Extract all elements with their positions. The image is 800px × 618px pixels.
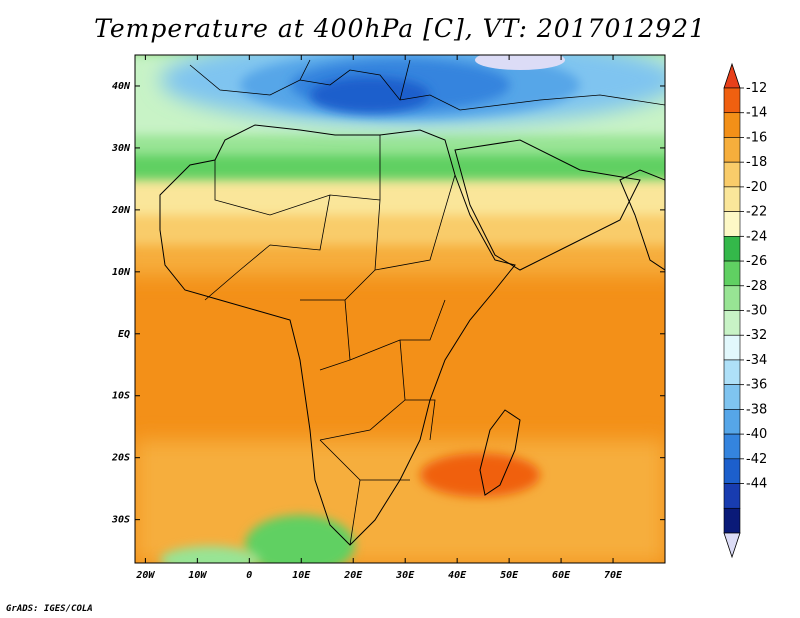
colorbar-bottom-arrow bbox=[723, 532, 741, 559]
lon-tick-label: 40E bbox=[448, 570, 467, 581]
lat-tick-label: 40N bbox=[112, 81, 131, 92]
madagascar-outline bbox=[479, 409, 521, 496]
colorbar-label: -18 bbox=[746, 155, 767, 170]
arabia-outline bbox=[454, 139, 641, 271]
plot-frame bbox=[134, 54, 666, 564]
lon-tick-label: 20W bbox=[135, 570, 155, 581]
lat-tick-label: 10N bbox=[112, 267, 131, 278]
colorbar-bin bbox=[723, 112, 741, 138]
lon-tick-group: 20W 10W 0 10E 20E 30E 40E 50E 60E 70E bbox=[135, 55, 623, 581]
lat-tick-label: 10S bbox=[112, 391, 130, 402]
lat-tick-label: 30N bbox=[111, 143, 131, 154]
lon-tick-label: 60E bbox=[552, 570, 571, 581]
colorbar-bin bbox=[723, 236, 741, 262]
lon-tick-label: 0 bbox=[246, 570, 252, 581]
colorbar-label: -38 bbox=[746, 402, 767, 417]
lon-tick-label: 70E bbox=[604, 570, 623, 581]
lon-tick-label: 20E bbox=[343, 570, 363, 581]
colorbar-bin bbox=[723, 334, 741, 361]
colorbar-bin bbox=[723, 507, 741, 534]
colorbar-label: -36 bbox=[746, 378, 767, 393]
colorbar-top-arrow bbox=[723, 62, 741, 89]
colorbar-label: -34 bbox=[746, 353, 767, 368]
colorbar-label: -24 bbox=[746, 229, 767, 244]
field-green-patch-southwest bbox=[160, 546, 260, 563]
colorbar-bin bbox=[723, 359, 741, 385]
grads-credit: GrADS: IGES/COLA bbox=[6, 604, 93, 614]
africa-coastline bbox=[159, 124, 516, 546]
field-cold-core-deep bbox=[310, 77, 430, 113]
lat-tick-label: 30S bbox=[111, 515, 130, 526]
colorbar-bin bbox=[723, 458, 741, 484]
colorbar: -12 -14 -16 -18 -20 -22 -24 -26 -28 -30 -32 -34 -36 -… bbox=[723, 62, 767, 559]
colorbar-bin bbox=[723, 483, 741, 509]
colorbar-label: -20 bbox=[746, 180, 767, 195]
lon-tick-label: 30E bbox=[395, 570, 415, 581]
colorbar-label: -12 bbox=[746, 81, 767, 96]
lon-tick-label: 10W bbox=[188, 570, 207, 581]
colorbar-bin bbox=[723, 285, 741, 311]
colorbar-label: -22 bbox=[746, 205, 767, 220]
field-green-patch-south bbox=[245, 515, 355, 563]
colorbar-bin bbox=[723, 310, 741, 336]
field-band-south bbox=[135, 440, 665, 563]
temperature-field bbox=[135, 55, 665, 563]
field-warm-core bbox=[420, 453, 540, 497]
colorbar-bin bbox=[723, 433, 741, 460]
colorbar-label: -44 bbox=[746, 477, 767, 492]
colorbar-label: -30 bbox=[746, 304, 767, 319]
colorbar-label: -14 bbox=[746, 106, 767, 121]
colorbar-bin bbox=[723, 161, 741, 188]
india-outline bbox=[619, 169, 665, 271]
colorbar-label: -42 bbox=[746, 452, 767, 467]
colorbar-bin bbox=[723, 87, 741, 114]
lon-tick-label: 50E bbox=[500, 570, 519, 581]
colorbar-bin bbox=[723, 186, 741, 212]
lat-tick-label: 20N bbox=[111, 205, 131, 216]
colorbar-bin bbox=[723, 384, 741, 410]
europe-coastline bbox=[189, 59, 665, 111]
field-cold-patch-north bbox=[475, 55, 565, 70]
colorbar-bin bbox=[723, 409, 741, 435]
colorbar-label: -40 bbox=[746, 427, 767, 442]
colorbar-label: -16 bbox=[746, 130, 767, 145]
colorbar-bin bbox=[723, 137, 741, 163]
colorbar-bin bbox=[723, 260, 741, 287]
lat-tick-label: EQ bbox=[118, 329, 130, 340]
colorbar-bin bbox=[723, 211, 741, 237]
colorbar-label: -26 bbox=[746, 254, 767, 269]
lat-tick-label: 20S bbox=[111, 453, 130, 464]
country-borders bbox=[204, 135, 456, 546]
map-title: Temperature at 400hPa [C], VT: 201701292… bbox=[94, 14, 706, 43]
colorbar-label: -28 bbox=[746, 279, 767, 294]
colorbar-label: -32 bbox=[746, 328, 767, 343]
lat-tick-group: 40N 30N 20N 10N EQ 10S 20S 30S bbox=[111, 81, 665, 526]
lon-tick-label: 10E bbox=[292, 570, 311, 581]
